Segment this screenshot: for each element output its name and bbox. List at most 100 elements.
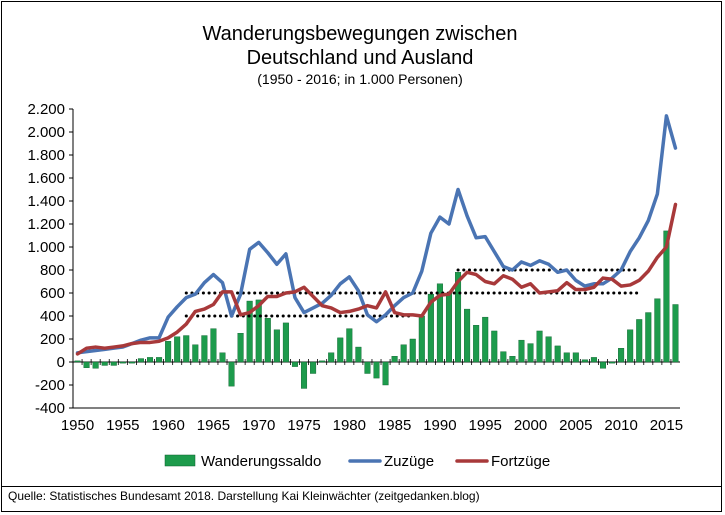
bar-2016 [672,304,679,363]
source-note: Quelle: Statistisches Bundesamt 2018. Da… [8,489,480,503]
bar-1973 [282,322,289,363]
bar-1960 [165,341,172,363]
x-tick-label: 2015 [650,417,683,434]
x-tick-label: 1950 [61,417,94,434]
y-tick-label: 2.200 [27,101,65,118]
x-tick-label: 1965 [197,417,230,434]
x-tick-label: 1960 [151,417,184,434]
bar-1991 [445,292,452,363]
chart-title: Wanderungsbewegungen zwischen [202,23,517,45]
bar-1997 [500,351,507,363]
footer-divider [1,486,722,487]
bar-1998 [509,356,516,363]
y-tick-label: 1.200 [27,216,65,233]
bar-2013 [645,312,652,363]
bar-1996 [491,330,498,363]
y-tick-label: 600 [40,285,65,302]
y-tick-label: 2.000 [27,124,65,141]
y-tick-label: 1.600 [27,170,65,187]
bar-1980 [346,328,353,363]
bar-2005 [572,352,579,363]
bar-1987 [409,338,416,363]
bar-2011 [627,329,634,363]
x-tick-label: 1955 [106,417,139,434]
bar-1955 [119,361,126,364]
x-tick-label: 2010 [604,417,637,434]
bar-2004 [563,352,570,363]
bar-1961 [174,336,181,363]
x-tick-label: 2005 [559,417,592,434]
line-zuz-ge [75,114,678,355]
bar-1968 [237,333,244,363]
y-tick-label: 800 [40,262,65,279]
y-tick-label: 400 [40,308,65,325]
bar-1962 [183,335,190,363]
bar-1986 [400,344,407,363]
legend: Wanderungssaldo Zuzüge Fortzüge [164,453,550,470]
bar-1999 [518,339,525,363]
legend-swatch-bar [164,454,196,467]
bar-1956 [128,361,135,364]
bar-1953 [101,361,108,366]
legend-label: Zuzüge [384,453,434,470]
bar-2001 [536,330,543,363]
bar-1981 [355,346,362,363]
chart-title-line2: Deutschland und Ausland [247,47,474,69]
bar-1950 [74,360,81,363]
legend-label: Wanderungssaldo [201,453,321,470]
bar-1985 [391,356,398,363]
bar-1992 [455,272,462,363]
bar-1951 [83,361,90,368]
bar-1958 [146,357,154,363]
x-tick-label: 1970 [242,417,275,434]
bar-1970 [255,299,262,363]
bar-1983 [373,361,380,379]
bar-1982 [364,361,371,374]
bar-1966 [219,352,226,363]
bar-1990 [436,283,443,363]
y-tick-label: -400 [35,400,65,417]
bar-2000 [527,343,534,363]
bar-1969 [246,300,253,363]
bar-1963 [192,344,199,363]
bar-1977 [319,360,326,363]
bar-2015 [663,230,670,363]
y-tick-label: 1.000 [27,239,65,256]
bar-2009 [609,361,616,364]
bar-1965 [210,328,217,363]
bar-1972 [273,329,280,363]
bar-1979 [337,337,344,363]
bar-1984 [382,361,389,386]
x-tick-label: 2000 [514,417,547,434]
bar-1993 [464,308,471,363]
x-tick-label: 1980 [333,417,366,434]
x-tick-label: 1995 [469,417,502,434]
y-tick-label: 200 [40,331,65,348]
bar-1976 [310,361,317,374]
bar-2008 [599,361,607,369]
x-tick-label: 1990 [423,417,456,434]
legend-label: Fortzüge [491,453,550,470]
bar-1978 [328,352,335,363]
bar-2006 [581,359,588,363]
line-fortz-ge [75,202,678,356]
bar-2007 [590,357,597,363]
bar-1975 [301,361,308,389]
bar-2002 [545,336,552,363]
bar-1974 [291,361,298,367]
chart-subtitle: (1950 - 2016; in 1.000 Personen) [257,71,462,87]
bar-1964 [201,335,208,363]
bar-1967 [228,361,235,387]
y-tick-label: 1.400 [27,193,65,210]
x-tick-label: 1975 [287,417,320,434]
bar-1959 [156,357,163,363]
bar-1952 [92,361,99,369]
bar-1995 [482,316,489,363]
y-tick-label: 1.800 [27,147,65,164]
bar-2010 [618,348,625,363]
bar-1971 [264,318,271,363]
bar-1957 [137,358,144,363]
y-tick-label: 0 [57,354,65,371]
